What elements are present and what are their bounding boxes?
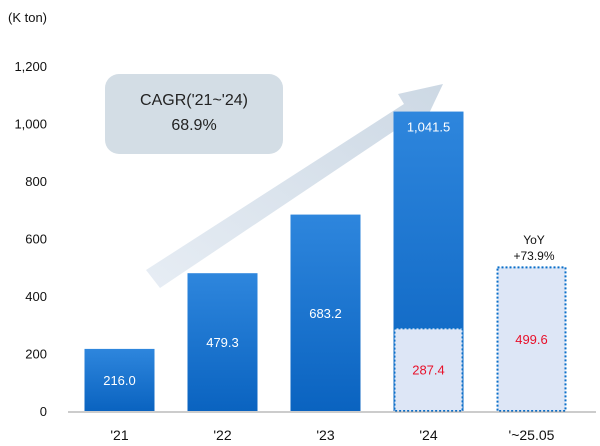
x-tick-label: '24 xyxy=(419,427,437,443)
bar-value-labels: 216.0 479.3 683.2 1,041.5 287.4 499.6 xyxy=(103,120,548,388)
y-axis-ticks: 0 200 400 600 800 1,000 1,200 xyxy=(14,59,47,419)
y-tick-label: 1,000 xyxy=(14,117,47,132)
bar-value-label: 479.3 xyxy=(206,335,239,350)
y-tick-label: 400 xyxy=(25,289,47,304)
x-tick-label: '23 xyxy=(316,427,334,443)
bar xyxy=(290,214,361,411)
x-axis-ticks: '21 '22 '23 '24 '~25.05 xyxy=(110,427,554,443)
bar-partial-value-label: 499.6 xyxy=(515,332,548,347)
y-tick-label: 1,200 xyxy=(14,59,47,74)
y-tick-label: 600 xyxy=(25,232,47,247)
bar-value-label: 683.2 xyxy=(309,306,342,321)
y-tick-label: 200 xyxy=(25,347,47,362)
y-tick-label: 800 xyxy=(25,174,47,189)
cagr-label: CAGR('21~'24) xyxy=(140,92,248,109)
bar-partial-value-label: 287.4 xyxy=(412,363,445,378)
cagr-value: 68.9% xyxy=(171,117,216,134)
x-tick-label: '22 xyxy=(213,427,231,443)
y-tick-label: 0 xyxy=(40,404,47,419)
yoy-value: +73.9% xyxy=(513,249,554,263)
x-tick-label: '21 xyxy=(110,427,128,443)
bar xyxy=(84,348,155,411)
y-axis-unit-label: (K ton) xyxy=(8,10,47,25)
growth-arrow xyxy=(146,84,443,288)
yoy-label: YoY xyxy=(523,233,545,247)
bar-value-label: 1,041.5 xyxy=(407,120,450,135)
cagr-box xyxy=(105,74,283,154)
bar-partial xyxy=(393,327,464,412)
bar-value-label: 216.0 xyxy=(103,373,136,388)
x-tick-label: '~25.05 xyxy=(509,427,555,443)
bar xyxy=(187,273,258,411)
bar-partial xyxy=(496,266,567,412)
bars xyxy=(84,111,567,412)
